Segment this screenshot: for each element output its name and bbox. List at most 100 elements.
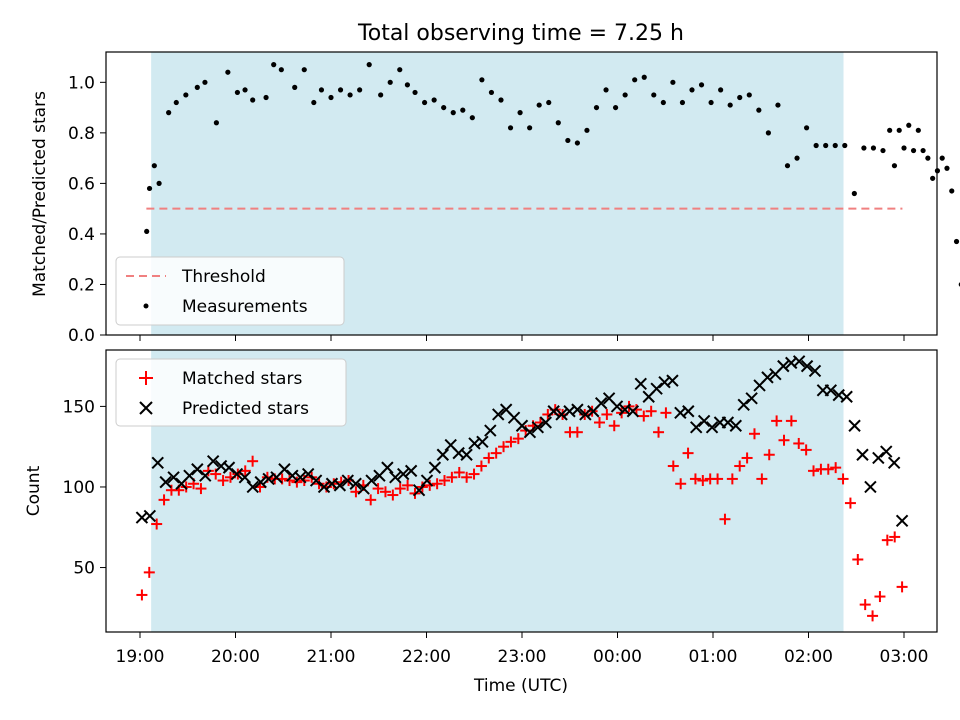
x-stroke bbox=[555, 408, 568, 421]
matched-star-point bbox=[726, 473, 738, 485]
predicted-star-point bbox=[705, 421, 719, 434]
matched-star-point bbox=[136, 589, 148, 601]
measurement-point bbox=[641, 74, 647, 80]
x-stroke bbox=[666, 374, 679, 387]
matched-star-point bbox=[771, 415, 783, 427]
predicted-star-point bbox=[610, 400, 624, 413]
x-stroke bbox=[626, 405, 640, 418]
matched-star-point bbox=[778, 434, 790, 446]
measurement-point bbox=[397, 67, 403, 73]
x-stroke bbox=[864, 480, 877, 494]
y-tick-label: 0.8 bbox=[68, 124, 95, 144]
predicted-star-point bbox=[808, 364, 822, 378]
predicted-star-point bbox=[539, 416, 552, 429]
y-tick-label: 1.0 bbox=[68, 73, 95, 93]
matched-star-point bbox=[387, 489, 399, 501]
measurement-point bbox=[612, 104, 619, 111]
x-stroke bbox=[674, 406, 687, 420]
measurement-point bbox=[479, 77, 485, 83]
measurement-point bbox=[469, 115, 475, 121]
y-tick-label: 150 bbox=[63, 397, 95, 417]
measurement-point bbox=[387, 79, 393, 85]
predicted-star-point bbox=[666, 374, 679, 387]
x-stroke bbox=[262, 472, 275, 486]
predicted-star-point bbox=[349, 477, 362, 490]
measurement-point bbox=[679, 99, 686, 106]
measurement-point bbox=[901, 145, 907, 151]
predicted-star-point bbox=[594, 396, 608, 410]
measurement-point bbox=[421, 99, 428, 106]
bottom-y-label: Count bbox=[24, 465, 44, 516]
x-stroke bbox=[872, 451, 885, 465]
predicted-star-point bbox=[278, 463, 291, 476]
measurement-point bbox=[292, 84, 298, 90]
x-stroke bbox=[507, 411, 521, 424]
measurement-point bbox=[144, 228, 150, 235]
matched-star-point bbox=[158, 494, 170, 506]
predicted-star-point bbox=[484, 424, 497, 437]
predicted-star-point bbox=[800, 359, 814, 373]
measurement-point bbox=[194, 84, 200, 90]
measurement-point bbox=[441, 104, 447, 111]
matched-star-point bbox=[475, 460, 487, 472]
top-y-axis: 0.0 0.2 0.4 0.6 0.8 1.0 bbox=[68, 73, 106, 346]
measurement-point bbox=[832, 142, 838, 149]
y-tick-label: 0.2 bbox=[68, 275, 95, 295]
predicted-star-point bbox=[492, 408, 505, 421]
predicted-star-point bbox=[404, 464, 418, 478]
x-stroke bbox=[191, 463, 204, 476]
x-stroke bbox=[254, 475, 267, 489]
measurement-point bbox=[183, 92, 189, 98]
predicted-star-point bbox=[579, 408, 592, 421]
predicted-star-point bbox=[151, 456, 164, 470]
predicted-star-point bbox=[721, 416, 735, 429]
measurement-point bbox=[949, 188, 955, 194]
matched-star-point bbox=[734, 460, 746, 472]
top-title: Total observing time = 7.25 h bbox=[357, 21, 684, 46]
matched-star-point bbox=[608, 420, 620, 432]
x-stroke bbox=[151, 456, 164, 470]
matched-star-point bbox=[756, 473, 768, 485]
predicted-star-point bbox=[792, 355, 806, 368]
measurement-point bbox=[278, 67, 284, 73]
x-stroke bbox=[705, 421, 719, 434]
measurement-point bbox=[775, 102, 781, 108]
measurement-point bbox=[450, 110, 456, 116]
x-axis-label: Time (UTC) bbox=[473, 676, 568, 696]
matched-star-point bbox=[675, 478, 687, 490]
predicted-star-point bbox=[381, 461, 394, 474]
x-stroke bbox=[721, 416, 735, 429]
predicted-star-point bbox=[697, 414, 711, 428]
predicted-star-point bbox=[365, 474, 378, 487]
measurement-point bbox=[311, 99, 317, 106]
measurement-point bbox=[225, 69, 231, 75]
predicted-star-point bbox=[254, 475, 267, 489]
x-stroke bbox=[499, 403, 513, 416]
x-stroke bbox=[341, 474, 354, 487]
measurement-point bbox=[670, 79, 676, 85]
predicted-star-point bbox=[476, 435, 489, 449]
matched-star-point bbox=[291, 476, 303, 488]
x-stroke bbox=[515, 419, 529, 432]
measurement-point bbox=[794, 155, 800, 161]
measurement-point bbox=[880, 147, 886, 154]
top-plot-frame bbox=[105, 51, 938, 336]
legend-matched-swatch bbox=[139, 371, 153, 385]
predicted-star-point bbox=[729, 419, 743, 432]
y-tick-label: 0.0 bbox=[68, 326, 95, 346]
x-stroke bbox=[349, 477, 362, 490]
measurement-point bbox=[803, 125, 810, 131]
x-stroke bbox=[887, 456, 901, 470]
measurement-point bbox=[823, 142, 829, 149]
matched-star-point bbox=[867, 610, 879, 622]
top-y-label: Matched/Predicted stars bbox=[30, 91, 50, 297]
matched-star-point bbox=[446, 471, 458, 483]
x-stroke bbox=[856, 448, 869, 461]
matched-star-point bbox=[505, 436, 517, 448]
matched-star-point bbox=[424, 479, 436, 491]
measurement-point bbox=[357, 87, 363, 93]
x-stroke bbox=[420, 474, 434, 487]
x-stroke bbox=[246, 480, 259, 494]
x-stroke bbox=[729, 419, 743, 432]
